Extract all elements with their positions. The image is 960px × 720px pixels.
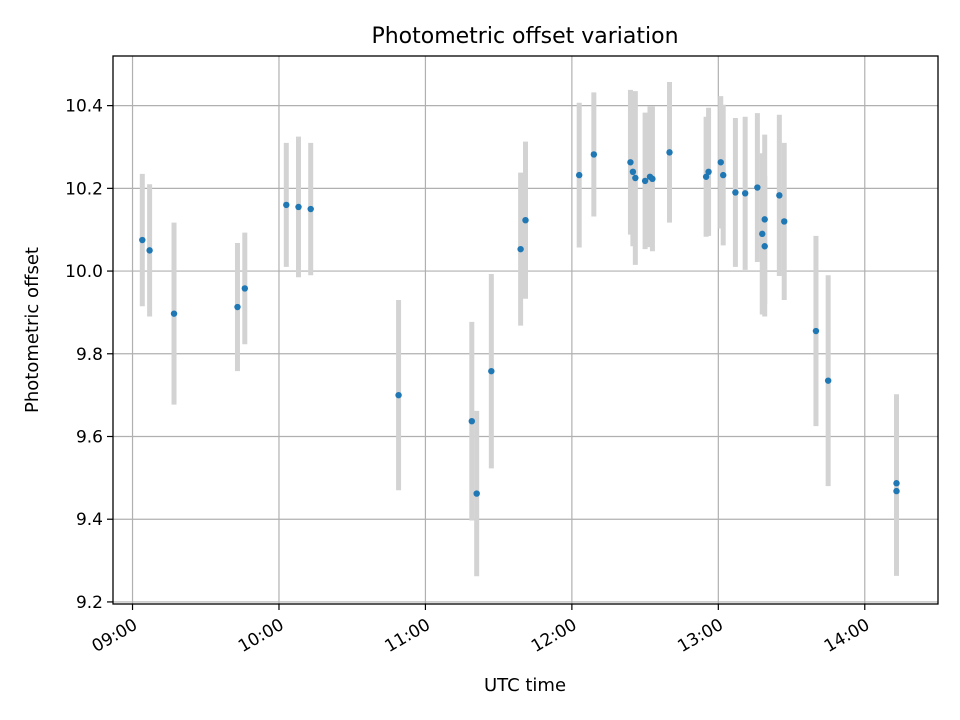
y-tick-label: 10.0: [65, 262, 103, 282]
data-point: [732, 189, 739, 196]
data-point: [717, 159, 724, 166]
data-point: [575, 171, 583, 179]
data-point: [295, 203, 302, 211]
data-point: [395, 391, 402, 399]
data-point: [824, 377, 832, 384]
data-point: [234, 303, 241, 311]
y-axis-label: Photometric offset: [22, 247, 43, 413]
data-point: [761, 216, 768, 223]
y-tick-label: 10.4: [65, 97, 103, 117]
data-point: [649, 175, 656, 183]
data-point: [522, 216, 529, 224]
data-point: [759, 230, 766, 238]
data-point: [761, 243, 768, 250]
x-axis-label: UTC time: [484, 675, 566, 696]
data-point: [170, 310, 178, 317]
data-point: [283, 201, 290, 209]
y-tick-label: 9.4: [76, 510, 103, 530]
data-point: [241, 285, 249, 292]
data-point: [720, 171, 727, 179]
data-point: [641, 177, 649, 185]
data-point: [741, 190, 749, 197]
data-point: [893, 480, 900, 487]
chart-title: Photometric offset variation: [371, 24, 678, 49]
data-point: [666, 149, 673, 156]
data-point: [632, 174, 639, 182]
y-tick-label: 9.6: [76, 427, 103, 447]
data-point: [468, 417, 476, 425]
data-point: [590, 151, 598, 158]
data-point: [146, 247, 153, 254]
data-point: [629, 168, 637, 176]
y-tick-label: 9.8: [76, 345, 103, 365]
data-points: [139, 149, 900, 497]
y-axis-ticks: 9.2 9.4 9.6 9.8 10.0 10.2 10.4: [65, 97, 113, 613]
data-point: [702, 173, 710, 180]
data-point: [627, 159, 634, 166]
data-point: [705, 168, 712, 176]
data-point: [754, 184, 761, 191]
data-point: [139, 236, 146, 244]
y-tick-label: 10.2: [65, 179, 103, 199]
plot-frame: [112, 55, 939, 605]
data-point: [517, 245, 524, 253]
data-point: [488, 367, 495, 375]
data-point: [781, 218, 788, 225]
data-point: [307, 205, 314, 213]
y-tick-label: 9.2: [76, 593, 103, 613]
data-point: [812, 327, 820, 335]
data-point: [893, 487, 900, 495]
data-point: [776, 192, 783, 199]
data-point: [473, 490, 480, 497]
